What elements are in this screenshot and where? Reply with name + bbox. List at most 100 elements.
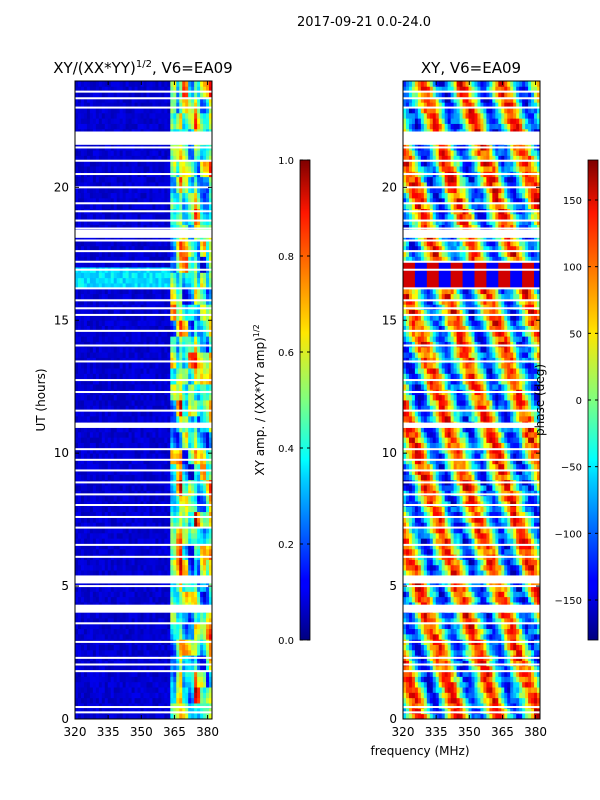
amplitude-cell	[137, 676, 141, 683]
amplitude-cell	[206, 431, 210, 438]
amplitude-cell	[107, 633, 112, 640]
amplitude-cell	[173, 293, 177, 300]
amplitude-cell	[137, 559, 141, 566]
amplitude-cell	[188, 442, 192, 449]
amplitude-cell	[122, 373, 127, 380]
amplitude-cell	[167, 362, 171, 369]
amplitude-cell	[137, 219, 141, 225]
amplitude-cell	[101, 660, 106, 667]
amplitude-cell	[110, 692, 115, 699]
amplitude-cell	[152, 352, 156, 358]
amplitude-cell	[194, 548, 198, 555]
amplitude-cell	[176, 506, 180, 513]
amplitude-cell	[203, 495, 207, 502]
amplitude-cell	[164, 160, 168, 167]
amplitude-cell	[75, 426, 79, 433]
amplitude-cell	[143, 623, 147, 630]
amplitude-cell	[110, 437, 115, 443]
amplitude-cell	[176, 346, 180, 353]
amplitude-cell	[170, 219, 174, 225]
amplitude-cell	[104, 644, 109, 651]
amplitude-cell	[200, 240, 204, 247]
amplitude-cell	[75, 213, 79, 220]
amplitude-cell	[107, 277, 112, 284]
amplitude-cell	[110, 570, 115, 576]
amplitude-cell	[107, 458, 112, 465]
amplitude-cell	[155, 187, 159, 194]
amplitude-cell	[197, 426, 201, 433]
amplitude-cell	[107, 298, 112, 305]
amplitude-cell	[122, 543, 127, 550]
amplitude-cell	[89, 346, 94, 353]
amplitude-cell	[101, 304, 106, 311]
amplitude-cell	[86, 431, 91, 438]
amplitude-cell	[131, 410, 135, 417]
amplitude-cell	[170, 548, 174, 555]
amplitude-cell	[134, 532, 138, 539]
amplitude-cell	[167, 501, 171, 507]
amplitude-cell	[137, 288, 141, 295]
amplitude-cell	[134, 501, 138, 507]
amplitude-cell	[200, 681, 204, 688]
amplitude-cell	[77, 283, 82, 289]
amplitude-cell	[176, 527, 180, 534]
amplitude-cell	[128, 320, 132, 326]
amplitude-cell	[131, 485, 135, 491]
amplitude-cell	[173, 469, 177, 475]
amplitude-cell	[116, 272, 121, 279]
amplitude-cell	[155, 713, 159, 719]
amplitude-cell	[75, 410, 79, 417]
amplitude-cell	[128, 283, 132, 289]
amplitude-cell	[113, 596, 118, 603]
amplitude-cell	[203, 384, 207, 390]
amplitude-cell	[161, 272, 165, 279]
amplitude-cell	[83, 591, 88, 598]
amplitude-cell	[80, 400, 85, 406]
amplitude-cell	[107, 373, 112, 380]
amplitude-cell	[113, 548, 118, 555]
amplitude-cell	[158, 660, 162, 667]
amplitude-cell	[113, 362, 118, 369]
amplitude-cell	[110, 314, 115, 321]
amplitude-cell	[125, 617, 130, 624]
amplitude-cell	[125, 490, 130, 497]
amplitude-cell	[206, 405, 210, 412]
amplitude-cell	[107, 251, 112, 257]
amplitude-cell	[116, 357, 121, 364]
amplitude-cell	[140, 580, 144, 587]
amplitude-cell	[152, 405, 156, 412]
amplitude-cell	[125, 527, 130, 534]
amplitude-cell	[194, 224, 198, 231]
amplitude-cell	[176, 219, 180, 225]
amplitude-cell	[86, 426, 91, 433]
amplitude-cell	[140, 485, 144, 491]
amplitude-cell	[116, 570, 121, 576]
amplitude-cell	[152, 245, 156, 252]
amplitude-cell	[185, 697, 189, 704]
amplitude-cell	[143, 463, 147, 470]
amplitude-cell	[116, 703, 121, 709]
amplitude-cell	[92, 304, 97, 311]
amplitude-cell	[104, 570, 109, 576]
amplitude-cell	[140, 224, 144, 231]
amplitude-cell	[98, 580, 103, 587]
amplitude-cell	[107, 394, 112, 401]
amplitude-cell	[119, 490, 124, 497]
amplitude-cell	[116, 410, 121, 417]
amplitude-cell	[152, 426, 156, 433]
amplitude-cell	[200, 665, 204, 672]
amplitude-cell	[110, 325, 115, 332]
amplitude-cell	[137, 511, 141, 518]
amplitude-cell	[116, 564, 121, 571]
amplitude-cell	[104, 405, 109, 412]
amplitude-cell	[125, 447, 130, 454]
amplitude-cell	[137, 713, 141, 719]
amplitude-cell	[155, 490, 159, 497]
amplitude-cell	[206, 633, 210, 640]
amplitude-cell	[203, 431, 207, 438]
amplitude-cell	[122, 628, 127, 635]
amplitude-cell	[140, 373, 144, 380]
amplitude-cell	[209, 341, 212, 348]
amplitude-cell	[173, 187, 177, 194]
amplitude-cell	[158, 458, 162, 465]
